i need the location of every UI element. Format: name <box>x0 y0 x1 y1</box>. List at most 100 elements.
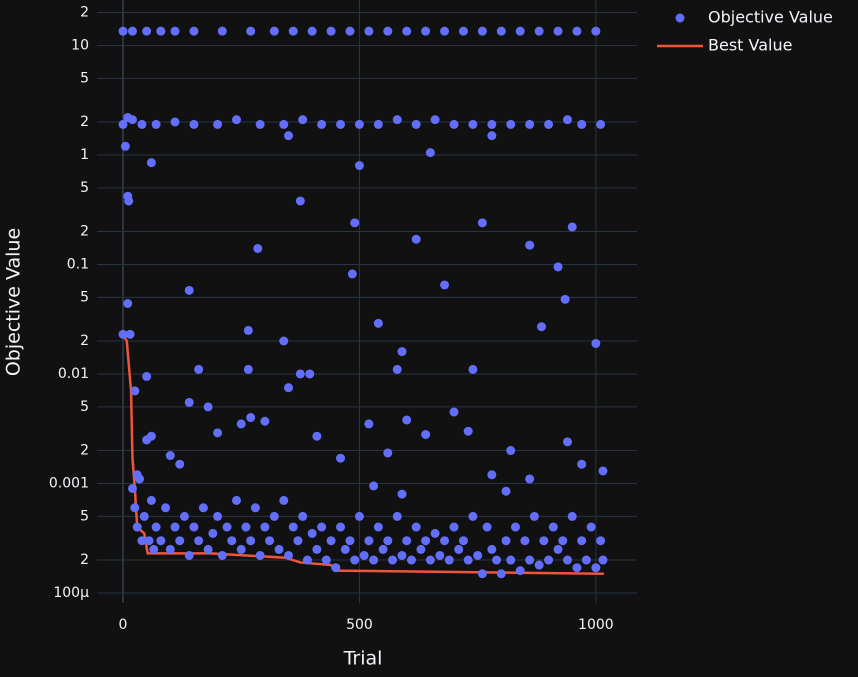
point <box>364 26 374 36</box>
point <box>203 544 213 554</box>
point <box>520 536 530 546</box>
point <box>213 511 223 521</box>
y-tick-label: 5 <box>80 289 89 305</box>
point <box>529 511 539 521</box>
point <box>544 119 554 129</box>
y-tick-label: 2 <box>80 552 89 568</box>
point <box>430 528 440 538</box>
point <box>544 555 554 565</box>
point <box>577 119 587 129</box>
point <box>243 325 253 335</box>
point <box>477 218 487 228</box>
y-tick-label: 5 <box>80 508 89 524</box>
point <box>364 536 374 546</box>
point <box>402 26 412 36</box>
point <box>586 522 596 532</box>
point <box>156 536 166 546</box>
point <box>118 26 128 36</box>
point <box>421 536 431 546</box>
point <box>135 474 145 484</box>
point <box>130 503 140 513</box>
point <box>189 119 199 129</box>
point <box>406 555 416 565</box>
point <box>345 26 355 36</box>
point <box>295 369 305 379</box>
point <box>525 119 535 129</box>
point <box>468 511 478 521</box>
point <box>487 544 497 554</box>
point <box>161 503 171 513</box>
point <box>246 26 256 36</box>
point <box>562 555 572 565</box>
point <box>473 550 483 560</box>
point <box>449 407 459 417</box>
y-tick-label: 100μ <box>53 585 89 601</box>
point <box>373 119 383 129</box>
point <box>383 448 393 458</box>
point <box>506 446 516 456</box>
point <box>388 555 398 565</box>
point <box>246 413 256 423</box>
point <box>165 451 175 461</box>
point <box>184 285 194 295</box>
point <box>246 536 256 546</box>
point <box>189 522 199 532</box>
point <box>383 26 393 36</box>
point <box>127 115 137 125</box>
point <box>501 536 511 546</box>
point <box>175 459 185 469</box>
point <box>146 158 156 168</box>
point <box>596 119 606 129</box>
point <box>255 119 265 129</box>
point <box>411 119 421 129</box>
point <box>444 555 454 565</box>
y-tick-label: 2 <box>80 4 89 20</box>
point <box>482 522 492 532</box>
point <box>124 196 134 206</box>
point <box>127 26 137 36</box>
point <box>421 430 431 440</box>
point <box>213 119 223 129</box>
point <box>142 371 152 381</box>
point <box>269 26 279 36</box>
point <box>151 522 161 532</box>
point <box>440 26 450 36</box>
point <box>250 503 260 513</box>
point <box>411 234 421 244</box>
legend-label: Objective Value <box>708 8 833 27</box>
point <box>440 536 450 546</box>
point <box>345 536 355 546</box>
point <box>284 383 294 393</box>
point <box>326 536 336 546</box>
point <box>118 329 128 339</box>
point <box>208 528 218 538</box>
legend-marker <box>675 13 685 23</box>
point <box>123 299 133 309</box>
point <box>421 26 431 36</box>
legend-label: Best Value <box>708 36 792 55</box>
point <box>321 555 331 565</box>
point <box>307 528 317 538</box>
point <box>392 364 402 374</box>
point <box>463 555 473 565</box>
point <box>416 544 426 554</box>
point <box>591 26 601 36</box>
point <box>477 26 487 36</box>
point <box>331 563 341 573</box>
point <box>572 563 582 573</box>
point <box>312 431 322 441</box>
point <box>288 522 298 532</box>
point <box>170 117 180 127</box>
point <box>534 560 544 570</box>
point <box>492 555 502 565</box>
point <box>402 415 412 425</box>
point <box>288 26 298 36</box>
point <box>591 338 601 348</box>
point <box>515 566 525 576</box>
point <box>217 550 227 560</box>
point <box>198 503 208 513</box>
point <box>596 536 606 546</box>
y-tick-label: 2 <box>80 333 89 349</box>
point <box>118 119 128 129</box>
